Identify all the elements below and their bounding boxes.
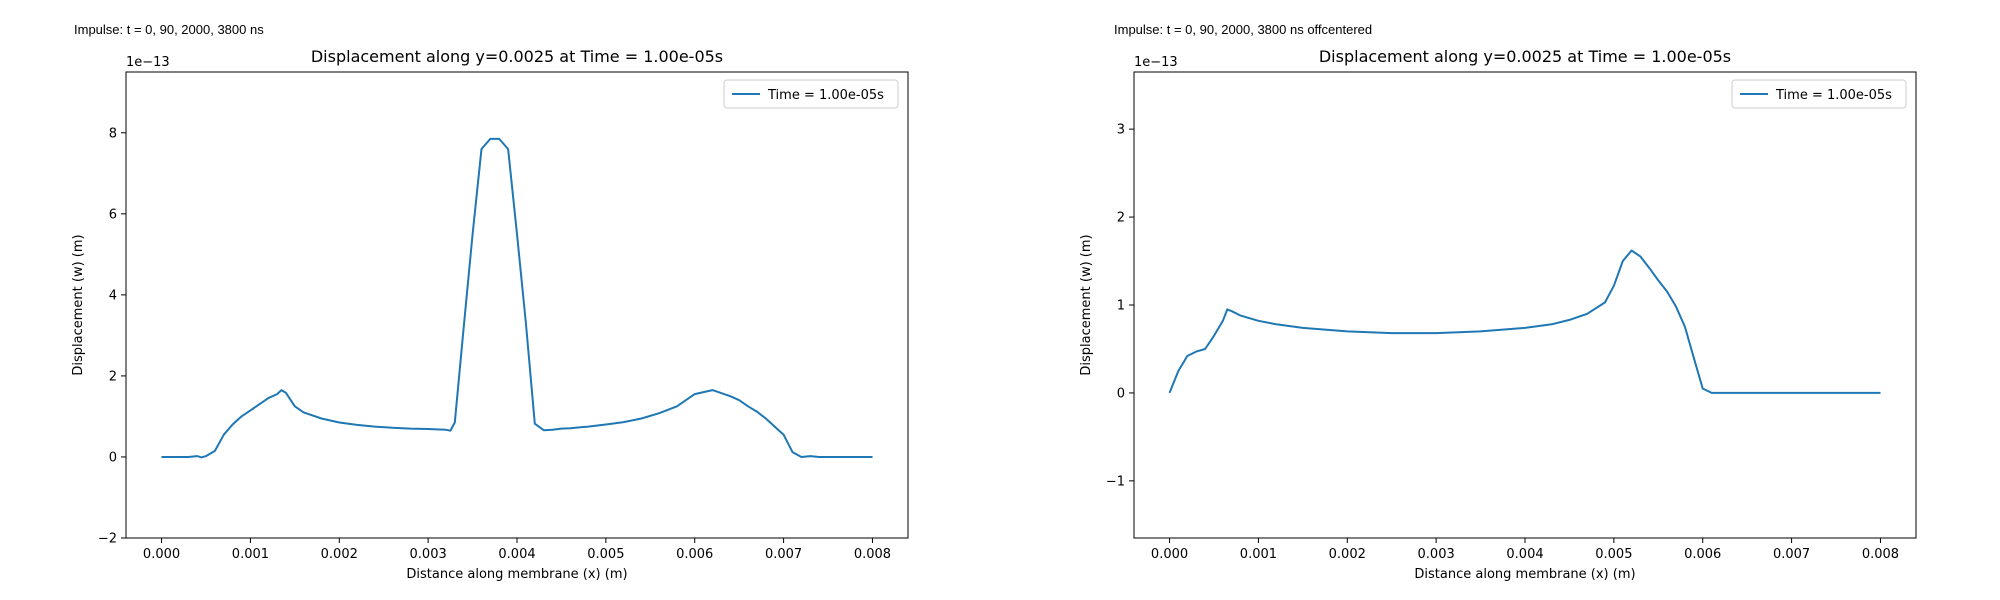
x-tick-label: 0.003 [410,547,447,562]
y-tick-label: 3 [1117,123,1125,138]
x-tick-label: 0.006 [676,547,713,562]
chart-title: Displacement along y=0.0025 at Time = 1.… [311,47,723,66]
x-tick-label: 0.000 [143,547,180,562]
y-axis-label: Displacement (w) (m) [71,234,86,375]
y-tick-label: 0 [109,450,117,465]
x-tick-label: 0.003 [1418,547,1455,562]
y-tick-label: 0 [1117,386,1125,401]
legend-box [723,79,899,109]
legend-label: Time = 1.00e-05s [767,88,884,103]
chart-title: Displacement along y=0.0025 at Time = 1.… [1319,47,1731,66]
y-tick-label: 2 [1117,211,1125,226]
panel-caption-left: Impulse: t = 0, 90, 2000, 3800 ns [74,22,264,37]
y-tick-label: 1 [1117,299,1125,314]
x-tick-label: 0.000 [1151,547,1188,562]
plot-frame [125,71,909,539]
y-scale-offset-label: 1e−13 [1134,55,1178,70]
x-tick-label: 0.006 [1684,547,1721,562]
legend-box [1731,79,1907,109]
x-tick-label: 0.004 [1506,547,1543,562]
x-tick-label: 0.001 [1240,547,1277,562]
y-tick-label: −1 [1106,474,1125,489]
series-line [161,137,873,459]
x-tick-label: 0.007 [765,547,802,562]
x-tick-label: 0.004 [498,547,535,562]
x-tick-label: 0.008 [1862,547,1899,562]
y-tick-label: 4 [109,288,117,303]
y-tick-label: −2 [98,532,117,547]
x-axis-label: Distance along membrane (x) (m) [1414,567,1635,582]
x-tick-label: 0.002 [321,547,358,562]
y-tick-label: 2 [109,369,117,384]
legend: Time = 1.00e-05s [723,79,899,109]
chart-left: Displacement along y=0.0025 at Time = 1.… [71,47,909,582]
y-tick-label: 6 [109,207,117,222]
y-axis-label: Displacement (w) (m) [1079,234,1094,375]
x-tick-label: 0.005 [587,547,624,562]
y-tick-label: 8 [109,126,117,141]
x-tick-label: 0.005 [1595,547,1632,562]
panel-caption-right: Impulse: t = 0, 90, 2000, 3800 ns offcen… [1114,22,1373,37]
x-tick-label: 0.007 [1773,547,1810,562]
x-tick-label: 0.001 [232,547,269,562]
x-tick-label: 0.002 [1329,547,1366,562]
legend: Time = 1.00e-05s [1731,79,1907,109]
legend-label: Time = 1.00e-05s [1775,88,1892,103]
chart-right: Displacement along y=0.0025 at Time = 1.… [1079,47,1917,582]
y-scale-offset-label: 1e−13 [126,55,170,70]
x-axis-label: Distance along membrane (x) (m) [406,567,627,582]
series-line [1168,249,1881,394]
plot-frame [1133,71,1917,539]
x-tick-label: 0.008 [854,547,891,562]
